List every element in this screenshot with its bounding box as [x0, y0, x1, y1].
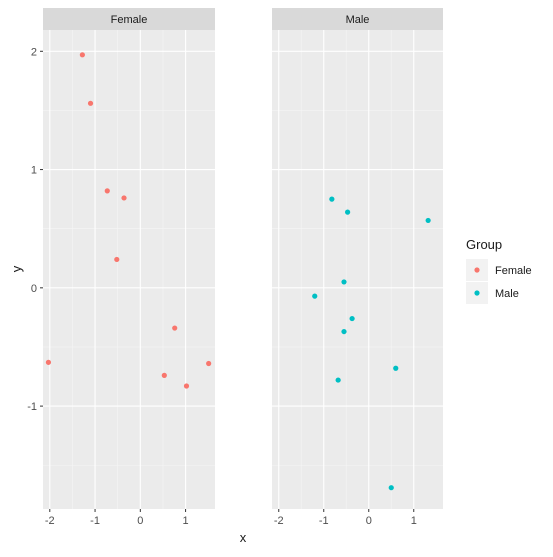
data-point-female — [79, 52, 85, 58]
facet-strip-label: Male — [346, 14, 370, 26]
data-point-male — [329, 196, 335, 202]
x-tick-label: -2 — [274, 515, 284, 527]
data-point-female — [206, 360, 212, 367]
data-point-female — [121, 195, 127, 201]
x-tick-label: 0 — [137, 515, 143, 527]
y-axis-title: y — [9, 265, 24, 272]
legend-label: Female — [495, 265, 532, 277]
data-point-male — [345, 209, 351, 215]
y-tick-label: 1 — [31, 165, 37, 177]
legend-marker — [474, 290, 480, 296]
panel-background — [43, 30, 215, 509]
y-tick-label: -1 — [27, 401, 37, 413]
legend-title: Group — [466, 237, 502, 252]
data-point-male — [341, 328, 347, 335]
data-point-female — [104, 188, 110, 194]
x-tick-label: 1 — [183, 515, 189, 527]
x-tick-label: -1 — [319, 515, 329, 527]
x-tick-label: 1 — [411, 515, 417, 527]
x-tick-label: 0 — [366, 515, 372, 527]
data-point-male — [349, 315, 355, 322]
data-point-female — [161, 372, 167, 378]
data-point-male — [312, 293, 318, 299]
facet-strip — [43, 8, 215, 30]
data-point-male — [335, 377, 341, 383]
x-tick-label: -1 — [90, 515, 100, 527]
data-point-female — [172, 325, 178, 331]
facet-strip-label: Female — [111, 14, 148, 26]
facet-strip — [272, 8, 443, 30]
data-point-male — [425, 217, 431, 224]
data-point-female — [87, 100, 94, 106]
y-tick-label: 2 — [31, 46, 37, 58]
panel-background — [272, 30, 443, 509]
data-point-male — [388, 485, 394, 491]
x-axis-title: x — [240, 530, 247, 545]
legend-label: Male — [495, 288, 519, 300]
data-point-female — [45, 359, 52, 365]
data-point-male — [341, 279, 347, 285]
data-point-male — [393, 365, 399, 371]
legend-marker — [474, 267, 480, 273]
x-tick-label: -2 — [45, 515, 55, 527]
data-point-female — [183, 383, 190, 389]
data-point-female — [114, 256, 120, 263]
y-tick-label: 0 — [31, 283, 37, 295]
